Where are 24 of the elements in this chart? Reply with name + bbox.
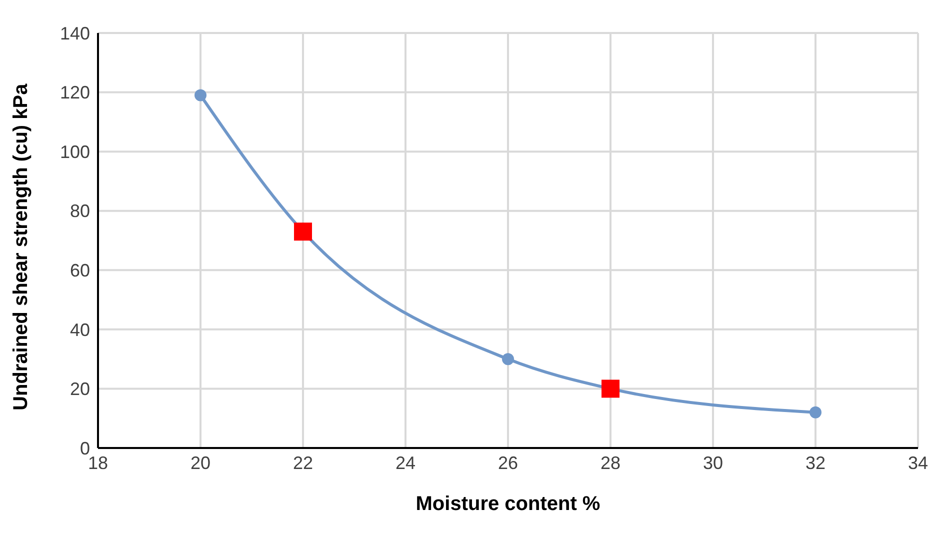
x-tick-label: 18 — [88, 452, 108, 473]
y-axis-title: Undrained shear strength (cu) kPa — [10, 82, 32, 410]
x-tick-label: 24 — [395, 452, 416, 473]
point — [502, 353, 514, 366]
point — [194, 89, 206, 102]
point — [294, 222, 312, 241]
x-tick-label: 26 — [498, 452, 518, 473]
x-tick-label: 30 — [702, 452, 724, 473]
y-tick-label: 140 — [60, 23, 90, 44]
y-tick-label: 20 — [70, 379, 90, 400]
y-tick-label: 60 — [70, 260, 90, 281]
y-tick-label: 0 — [80, 438, 90, 458]
y-tick-label: 120 — [60, 82, 90, 103]
x-tick-label: 28 — [600, 452, 621, 473]
y-tick-label: 100 — [60, 142, 90, 162]
x-tick-label: 22 — [292, 452, 314, 473]
x-tick-label: 20 — [190, 452, 211, 473]
y-tick-label: 80 — [70, 201, 90, 222]
x-tick-label: 32 — [805, 452, 826, 473]
x-tick-label: 34 — [908, 452, 928, 473]
x-axis-title: Moisture content % — [416, 493, 600, 515]
point — [602, 380, 620, 398]
y-tick-label: 40 — [70, 320, 90, 340]
point — [810, 406, 822, 418]
